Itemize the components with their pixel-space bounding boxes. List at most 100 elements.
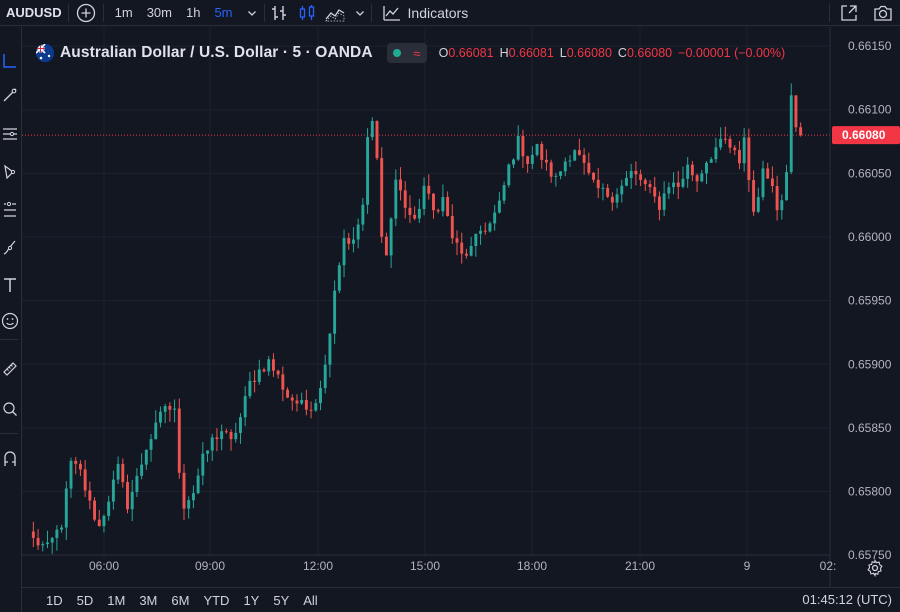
candle-body — [337, 265, 341, 291]
candle-body — [497, 200, 501, 213]
candle-body — [300, 399, 304, 404]
candle-body — [705, 162, 708, 174]
candle-body — [173, 408, 177, 410]
fib-tool[interactable] — [0, 122, 20, 146]
brush-icon — [3, 240, 16, 255]
candle-body — [455, 238, 459, 243]
zoom-tool[interactable] — [0, 397, 20, 421]
measure-tool[interactable] — [0, 357, 20, 381]
crosshair-tool[interactable] — [0, 49, 20, 73]
candle-body — [700, 173, 704, 182]
symbol-search[interactable]: AUDUSD — [6, 5, 62, 20]
candle-body — [64, 488, 68, 528]
interval-1h[interactable]: 1h — [185, 5, 201, 20]
x-tick-label: 9 — [744, 559, 751, 573]
candle-body — [290, 397, 294, 401]
candle-body — [667, 187, 671, 194]
candle-body — [50, 538, 54, 543]
range-all[interactable]: All — [303, 592, 318, 608]
candle-body — [521, 136, 525, 157]
area-chart-icon — [324, 8, 344, 21]
market-status-pill[interactable]: ≈ — [386, 43, 427, 63]
divider — [102, 3, 104, 22]
candle-body — [224, 431, 228, 433]
range-1d[interactable]: 1D — [46, 592, 63, 608]
candle-body — [196, 475, 200, 494]
emoji-tool[interactable] — [0, 309, 20, 333]
y-tick-label: 0.65750 — [848, 548, 892, 562]
chart-settings-button[interactable] — [866, 558, 884, 578]
candle-body — [587, 162, 591, 173]
candles-style-button[interactable] — [293, 0, 321, 26]
candle-body — [403, 190, 407, 208]
range-6m[interactable]: 6M — [171, 592, 190, 608]
candle-body — [375, 121, 379, 159]
candle-body — [592, 172, 595, 180]
interval-30m[interactable]: 30m — [146, 5, 172, 20]
candle-body — [361, 204, 365, 225]
indicators-button[interactable]: Indicators — [372, 0, 477, 26]
pattern-tool[interactable] — [0, 160, 20, 184]
candle-body — [502, 185, 506, 201]
chart-style-dropdown[interactable] — [349, 0, 371, 26]
candle-body — [271, 359, 275, 371]
candle-body — [78, 463, 82, 470]
open-label: O — [438, 46, 449, 60]
candle-body — [356, 224, 360, 240]
range-1m[interactable]: 1M — [107, 592, 126, 608]
candle-body — [516, 136, 520, 160]
magnet-tool[interactable] — [0, 447, 20, 471]
candle-body — [686, 164, 690, 179]
interval-dropdown[interactable] — [240, 0, 264, 26]
compare-add-button[interactable] — [69, 0, 103, 26]
candle-body — [714, 147, 718, 160]
range-1y[interactable]: 1Y — [243, 592, 260, 608]
candle-body — [596, 179, 600, 189]
candle-body — [74, 460, 78, 464]
candle-body — [672, 182, 676, 188]
candle-body — [544, 159, 548, 163]
chart-title[interactable]: Australian Dollar / U.S. Dollar · 5 · OA… — [60, 44, 373, 61]
range-ytd[interactable]: YTD — [203, 592, 230, 608]
candle-body — [262, 369, 266, 372]
candle-body — [690, 164, 694, 176]
y-tick-label: 0.65950 — [848, 294, 892, 308]
candle-body — [111, 479, 115, 502]
candle-body — [648, 184, 652, 188]
low-value: 0.66080 — [566, 46, 612, 60]
divider — [370, 3, 372, 22]
snapshot-button[interactable] — [866, 0, 900, 26]
candle-body — [248, 380, 252, 397]
bar-style-button[interactable] — [265, 0, 293, 26]
candle-body — [601, 187, 605, 189]
candle-body — [770, 178, 774, 186]
fullscreen-button[interactable] — [832, 0, 866, 26]
expand-icon — [841, 4, 857, 21]
range-5d[interactable]: 5D — [76, 592, 94, 608]
forecast-tool[interactable] — [0, 198, 20, 222]
candle-body — [643, 179, 647, 185]
candle-body — [97, 519, 101, 527]
bottom-toolbar: 1D 5D 1M 3M 6M YTD 1Y 5Y All 01:45:12 (U… — [22, 587, 900, 612]
range-5y[interactable]: 5Y — [273, 592, 290, 608]
candle-body — [60, 527, 64, 530]
interval-5m[interactable]: 5m — [214, 5, 233, 20]
trend-line-tool[interactable] — [0, 83, 20, 107]
text-icon — [4, 278, 16, 292]
candle-body — [662, 193, 666, 210]
price-chart[interactable]: 0.66150 0.66100 0.66050 0.66000 0.65950 0.659… — [22, 27, 900, 587]
area-style-button[interactable] — [321, 0, 349, 26]
range-3m[interactable]: 3M — [139, 592, 158, 608]
interval-1m[interactable]: 1m — [114, 5, 133, 20]
utc-clock[interactable]: 01:45:12 (UTC) — [802, 592, 892, 607]
brush-tool[interactable] — [0, 235, 20, 259]
aud-flag-icon — [36, 44, 54, 62]
candle-body — [634, 171, 638, 175]
candle-body — [319, 388, 322, 404]
change-value: −0.00001 (−0.00%) — [678, 46, 786, 60]
candle-body — [83, 469, 87, 491]
candle-body — [239, 417, 242, 433]
candle-body — [46, 542, 49, 545]
candle-body — [121, 463, 125, 483]
text-tool[interactable] — [0, 273, 20, 297]
